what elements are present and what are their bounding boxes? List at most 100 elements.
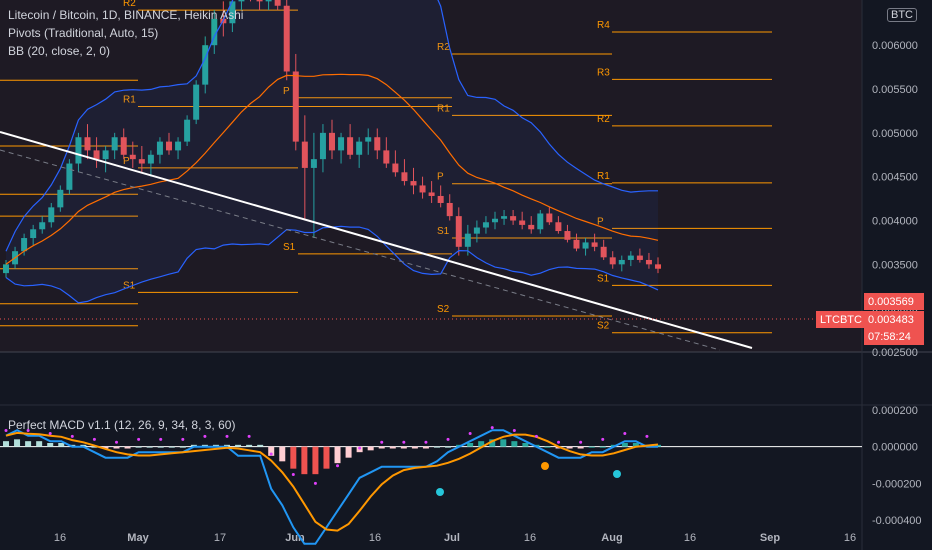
cross-marker	[436, 488, 444, 496]
candle-body	[283, 5, 290, 72]
time-tick-label: Sep	[760, 532, 780, 544]
time-tick-label: 16	[524, 532, 536, 544]
candle-body	[392, 163, 399, 173]
macd-histogram-bar	[367, 446, 374, 451]
countdown-badge: 07:58:24	[864, 328, 924, 345]
macd-dot	[26, 429, 30, 433]
macd-histogram-bar	[3, 441, 9, 447]
candle-body	[374, 137, 381, 151]
macd-histogram-bar	[500, 439, 507, 447]
candle-body	[202, 45, 209, 85]
price-tick-label: 0.004000	[872, 216, 918, 228]
candle-body	[93, 150, 100, 160]
macd-dot	[380, 440, 384, 444]
pivot-label: S1	[597, 273, 610, 284]
candle-body	[256, 0, 263, 2]
bb-legend[interactable]: BB (20, close, 2, 0)	[8, 44, 111, 58]
macd-histogram-bar	[577, 446, 584, 449]
macd-line	[5, 429, 658, 545]
macd-dot	[269, 452, 273, 456]
pivot-label: R2	[123, 0, 136, 9]
price-tick-label: 0.006000	[872, 40, 918, 52]
time-tick-label: Jul	[444, 532, 460, 544]
macd-histogram-bar	[522, 443, 529, 447]
candle-body	[591, 242, 598, 247]
pivot-label: P	[283, 86, 290, 97]
macd-histogram-bar	[14, 439, 21, 447]
time-tick-label: 16	[844, 532, 856, 544]
price-tick-label: 0.003500	[872, 259, 918, 271]
candle-body	[138, 159, 145, 164]
time-tick-label: 16	[369, 532, 381, 544]
candle-body	[492, 218, 498, 223]
candle-body	[211, 18, 218, 46]
price-tick-label: 0.005500	[872, 84, 918, 96]
trend-line	[0, 131, 753, 349]
candle-body	[501, 216, 508, 219]
macd-dot	[424, 440, 428, 444]
candle-body	[410, 181, 417, 186]
candle-body	[618, 259, 625, 265]
currency-button[interactable]: BTC	[887, 8, 917, 22]
macd-histogram-bar	[157, 446, 164, 448]
bb-basis-line	[5, 73, 659, 265]
macd-dot	[512, 429, 516, 433]
candle-body	[319, 132, 326, 160]
macd-histogram-bar	[378, 446, 385, 449]
pivot-label: S2	[597, 321, 610, 332]
pivot-label: P	[437, 172, 444, 183]
macd-tick-label: 0.000200	[872, 405, 918, 417]
macd-histogram-bar	[445, 446, 452, 448]
candle-body	[166, 141, 172, 151]
candle-body	[627, 255, 634, 260]
macd-histogram-bar	[102, 446, 109, 449]
macd-legend[interactable]: Perfect MACD v1.1 (12, 26, 9, 34, 8, 3, …	[8, 418, 236, 432]
candle-body	[428, 192, 435, 196]
candle-body	[229, 1, 236, 24]
pivot-label: R1	[597, 171, 610, 182]
candle-body	[636, 255, 643, 260]
pivot-label: S1	[437, 226, 450, 237]
macd-histogram-bar	[599, 446, 606, 448]
macd-histogram-bar	[290, 446, 297, 469]
macd-histogram-bar	[323, 446, 330, 469]
candle-body	[482, 222, 489, 228]
macd-histogram-bar	[422, 446, 429, 449]
time-tick-label: 16	[54, 532, 66, 544]
price-pane-bg	[0, 0, 862, 352]
macd-dot	[137, 437, 141, 441]
macd-histogram-bar	[632, 443, 639, 447]
macd-dot	[247, 434, 251, 438]
pivot-label: S1	[283, 242, 296, 253]
signal-line	[5, 431, 659, 532]
macd-histogram-bar	[246, 444, 253, 447]
macd-histogram-bar	[334, 446, 341, 464]
macd-dot	[48, 431, 52, 435]
candle-body	[338, 137, 345, 151]
macd-histogram-bar	[168, 446, 175, 448]
candle-body	[383, 150, 390, 164]
macd-histogram-bar	[257, 444, 264, 447]
candle-body	[30, 229, 37, 239]
candle-body	[329, 132, 335, 151]
macd-histogram-bar	[25, 441, 32, 447]
pivot-label: R4	[597, 20, 610, 31]
cross-marker	[613, 470, 621, 478]
trend-line-dashed	[0, 149, 721, 351]
pivot-label: S1	[123, 280, 136, 291]
macd-histogram-bar	[36, 441, 43, 447]
macd-histogram-bar	[47, 443, 54, 447]
candle-body	[582, 242, 589, 249]
price-badge-current: 0.003483	[864, 311, 924, 328]
candle-body	[537, 213, 544, 230]
pivots-legend[interactable]: Pivots (Traditional, Auto, 15)	[8, 26, 159, 40]
macd-dot	[336, 464, 340, 468]
candle-body	[655, 264, 661, 269]
macd-dot	[358, 446, 362, 450]
pivot-label: S2	[437, 304, 450, 315]
macd-dot	[468, 431, 472, 435]
candle-body	[156, 141, 163, 155]
macd-histogram-bar	[345, 446, 352, 458]
candle-body	[274, 0, 281, 6]
